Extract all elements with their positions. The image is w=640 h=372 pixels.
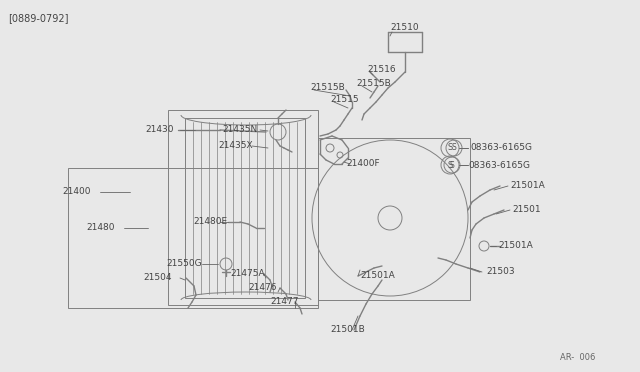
Text: 21550G: 21550G xyxy=(166,260,202,269)
Text: 21504: 21504 xyxy=(143,273,172,282)
Text: 21435N: 21435N xyxy=(222,125,257,135)
Text: 21516: 21516 xyxy=(367,65,396,74)
Text: 21400: 21400 xyxy=(62,187,90,196)
Text: 21515B: 21515B xyxy=(356,80,391,89)
Text: S: S xyxy=(447,144,452,153)
Text: 21475A: 21475A xyxy=(230,269,264,279)
Text: 21501A: 21501A xyxy=(510,180,545,189)
Text: AR-  006: AR- 006 xyxy=(560,353,595,362)
Text: S: S xyxy=(447,160,452,170)
Text: 21476: 21476 xyxy=(248,283,276,292)
Text: 21510: 21510 xyxy=(390,23,419,32)
Text: S: S xyxy=(452,144,456,153)
Text: 08363-6165G: 08363-6165G xyxy=(468,160,530,170)
Text: 21480E: 21480E xyxy=(193,218,227,227)
Text: 21480: 21480 xyxy=(86,224,115,232)
Text: 21400F: 21400F xyxy=(346,160,380,169)
Text: 21501A: 21501A xyxy=(360,272,395,280)
Text: 21515: 21515 xyxy=(330,96,358,105)
Text: 21503: 21503 xyxy=(486,267,515,276)
Text: 21430: 21430 xyxy=(145,125,173,135)
Text: 21435X: 21435X xyxy=(218,141,253,151)
Text: 21501A: 21501A xyxy=(498,241,532,250)
Text: 21501: 21501 xyxy=(512,205,541,215)
Text: 21501B: 21501B xyxy=(330,326,365,334)
Text: S: S xyxy=(450,160,454,170)
Text: 21477: 21477 xyxy=(270,298,298,307)
Text: [0889-0792]: [0889-0792] xyxy=(8,13,68,23)
Text: 08363-6165G: 08363-6165G xyxy=(470,144,532,153)
Text: 21515B: 21515B xyxy=(310,83,345,93)
